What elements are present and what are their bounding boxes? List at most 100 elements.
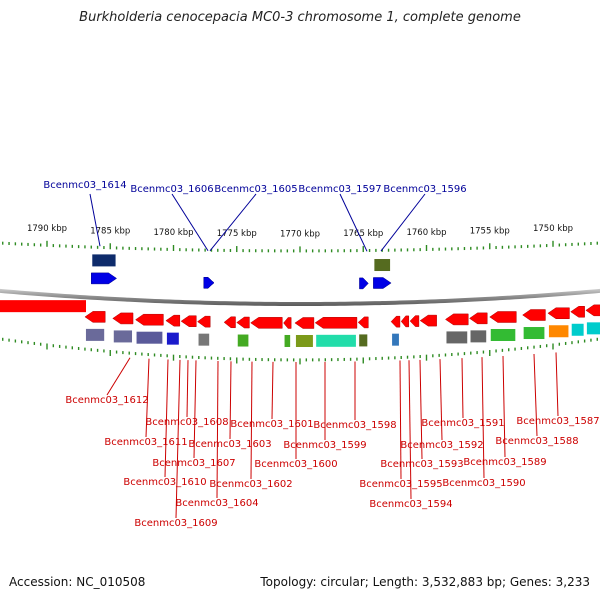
gene-arrow-reverse — [390, 315, 401, 328]
label-leader-line — [250, 361, 253, 480]
gene-arrow-reverse — [223, 316, 236, 329]
gene-arrow-reverse — [197, 315, 211, 328]
gene-arrow-reverse — [135, 313, 164, 326]
gene-arrow-reverse — [250, 317, 283, 329]
cog-category-box — [523, 327, 545, 340]
label-leader-line — [164, 359, 169, 478]
gene-labels-layer: Bcenmc03_1612Bcenmc03_1611Bcenmc03_1610B… — [43, 180, 599, 529]
cog-category-box — [198, 333, 210, 346]
gene-arrow-forward — [359, 277, 369, 290]
gene-label-forward: Bcenmc03_1597 — [298, 184, 381, 195]
scale-label: 1750 kbp — [533, 224, 573, 234]
gene-label-forward: Bcenmc03_1596 — [383, 184, 466, 195]
cog-category-box — [113, 330, 133, 343]
label-leader-line — [339, 193, 368, 252]
gene-arrow-reverse — [236, 316, 250, 329]
gene-arrow-reverse — [165, 314, 181, 327]
cog-category-box — [586, 322, 600, 335]
gene-arrow-reverse — [357, 316, 369, 329]
cog-category-box — [92, 254, 116, 267]
cog-category-box — [446, 331, 468, 344]
label-leader-line — [533, 354, 538, 437]
cog-category-box — [571, 323, 584, 336]
gene-label-reverse: Bcenmc03_1601 — [230, 419, 313, 430]
gene-arrow-forward — [373, 277, 392, 289]
gene-label-reverse: Bcenmc03_1588 — [495, 436, 578, 447]
label-leader-line — [419, 359, 423, 460]
gene-label-reverse: Bcenmc03_1611 — [104, 437, 187, 448]
label-leader-line — [439, 359, 443, 441]
label-leader-line — [229, 361, 232, 440]
gene-label-reverse: Bcenmc03_1598 — [313, 420, 396, 431]
cog-category-box — [284, 334, 291, 347]
label-leader-line — [186, 360, 189, 418]
gene-arrow-reverse — [84, 311, 106, 323]
topology-line: Topology: circular; Length: 3,532,883 bp… — [260, 575, 590, 589]
gene-label-reverse: Bcenmc03_1591 — [421, 418, 504, 429]
gene-arrow-reverse — [180, 315, 197, 327]
accession-line: Accession: NC_010508 — [9, 575, 146, 589]
gene-label-reverse: Bcenmc03_1603 — [188, 439, 271, 450]
label-leader-line — [408, 360, 412, 500]
gene-arrow-reverse — [419, 314, 437, 327]
label-leader-line — [209, 193, 257, 252]
scale-label: 1770 kbp — [280, 229, 320, 239]
gene-arrow-reverse — [547, 307, 570, 320]
gene-arrow-reverse — [469, 312, 488, 325]
cog-category-box — [548, 325, 569, 338]
gene-arrow-forward — [91, 272, 118, 285]
gene-label-reverse: Bcenmc03_1610 — [123, 477, 206, 488]
cog-category-box — [85, 328, 105, 341]
scale-label: 1790 kbp — [27, 224, 67, 234]
cog-category-box — [237, 334, 249, 347]
cog-category-box — [392, 333, 399, 346]
gene-arrow-reverse — [294, 317, 315, 329]
cog-category-box — [359, 334, 368, 347]
gene-label-reverse: Bcenmc03_1604 — [175, 498, 258, 509]
label-leader-line — [175, 359, 181, 519]
label-leader-line — [216, 361, 219, 499]
gene-label-forward: Bcenmc03_1605 — [214, 184, 297, 195]
gene-arrow-reverse — [570, 306, 585, 318]
chromosome-backbone-layer — [0, 288, 600, 306]
gene-arrow-reverse — [0, 300, 86, 313]
gene-arrow-forward — [203, 277, 215, 289]
cog-category-box — [374, 259, 391, 272]
cog-category-box — [136, 331, 163, 344]
gene-label-reverse: Bcenmc03_1595 — [359, 479, 442, 490]
gene-label-reverse: Bcenmc03_1587 — [516, 416, 599, 427]
gene-arrows-layer — [0, 272, 600, 329]
cog-category-layer — [85, 254, 600, 347]
label-leader-line — [145, 358, 150, 438]
gene-label-reverse: Bcenmc03_1589 — [463, 457, 546, 468]
gene-label-forward: Bcenmc03_1606 — [130, 184, 213, 195]
gene-label-reverse: Bcenmc03_1594 — [369, 499, 452, 510]
scale-label: 1765 kbp — [343, 229, 383, 239]
gene-label-reverse: Bcenmc03_1602 — [209, 479, 292, 490]
label-leader-line — [555, 352, 559, 417]
label-leader-line — [89, 193, 101, 247]
label-leader-line — [271, 361, 274, 420]
cog-category-box — [470, 330, 487, 343]
gene-arrow-reverse — [585, 304, 600, 317]
scale-label: 1755 kbp — [470, 226, 510, 236]
gene-arrow-reverse — [400, 315, 410, 328]
cog-category-box — [166, 332, 179, 345]
label-leader-line — [171, 193, 209, 252]
gene-label-reverse: Bcenmc03_1599 — [283, 440, 366, 451]
cog-category-box — [295, 334, 313, 347]
scale-label: 1780 kbp — [153, 228, 193, 238]
gene-label-reverse: Bcenmc03_1609 — [134, 518, 217, 529]
scale-ticks-layer: 1790 kbp 1785 kbp 1780 kbp 1775 kbp 1770 kbp… — [2, 224, 598, 365]
label-leader-line — [399, 360, 402, 480]
gene-arrow-reverse — [522, 309, 546, 321]
gene-label-reverse: Bcenmc03_1608 — [145, 417, 228, 428]
gene-label-reverse: Bcenmc03_1607 — [152, 458, 235, 469]
gene-label-reverse: Bcenmc03_1592 — [400, 440, 483, 451]
gene-label-forward: Bcenmc03_1614 — [43, 180, 126, 191]
scale-label: 1785 kbp — [90, 226, 130, 236]
scale-label: 1775 kbp — [217, 229, 257, 239]
gene-label-reverse: Bcenmc03_1590 — [442, 478, 525, 489]
